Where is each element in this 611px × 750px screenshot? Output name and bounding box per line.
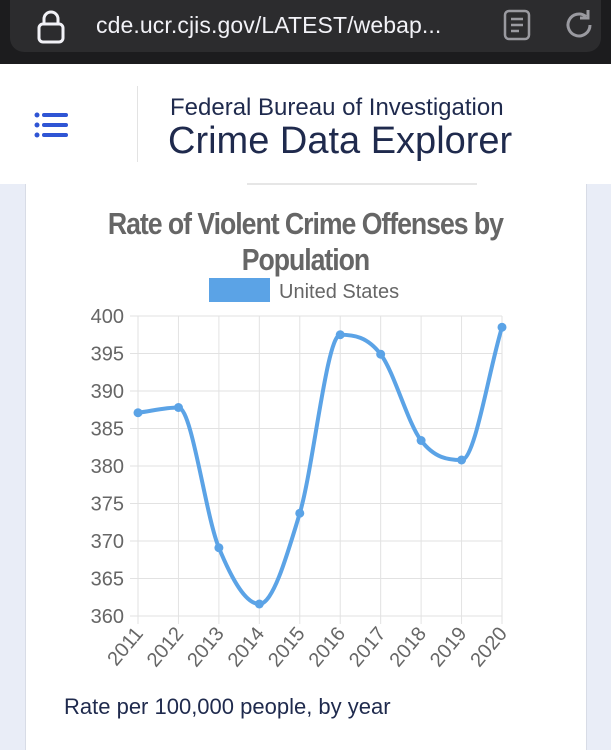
data-point [295,508,305,518]
y-tick-label: 385 [91,419,124,441]
reload-icon[interactable] [562,8,596,42]
site-title[interactable]: Crime Data Explorer [168,120,513,162]
x-tick-label: 2011 [103,623,148,670]
data-point [457,455,467,465]
url-text[interactable]: cde.ucr.cjis.gov/LATEST/webap... [96,12,442,38]
legend-swatch [209,278,270,302]
card-tab-divider [247,183,477,185]
y-tick-label: 400 [91,306,124,328]
x-tick-label: 2018 [385,623,430,671]
data-point [376,349,386,359]
x-tick-label: 2020 [466,623,511,671]
y-tick-label: 360 [91,606,124,628]
chart-caption: Rate per 100,000 people, by year [64,694,391,719]
data-point [214,543,224,553]
y-tick-label: 370 [91,531,124,553]
chart-title: Rate of Violent Crime Offenses by Popula… [107,206,504,277]
y-tick-label: 365 [91,569,124,591]
address-bar[interactable]: cde.ucr.cjis.gov/LATEST/webap... [10,0,601,52]
menu-icon[interactable] [34,112,70,138]
data-point [335,330,345,340]
site-header: Federal Bureau of Investigation Crime Da… [0,64,611,184]
chart-card [25,184,587,750]
y-tick-label: 375 [91,494,124,516]
x-tick-label: 2017 [345,623,390,671]
agency-name: Federal Bureau of Investigation [170,94,504,121]
x-tick-label: 2014 [224,623,269,671]
x-tick-label: 2016 [305,623,350,671]
x-tick-label: 2013 [183,623,228,671]
data-point [133,408,143,418]
x-tick-label: 2019 [426,623,471,671]
line-chart: 3603653703753803853903954002011201220132… [91,278,512,671]
lock-icon [37,10,65,44]
x-tick-label: 2012 [143,623,188,671]
header-divider [137,86,138,162]
data-point [254,599,264,609]
legend-label: United States [279,281,399,303]
browser-toolbar: cde.ucr.cjis.gov/LATEST/webap... [0,0,611,64]
y-tick-label: 380 [91,456,124,478]
data-point [497,322,507,332]
y-tick-label: 390 [91,381,124,403]
series-line [137,326,504,606]
x-tick-label: 2015 [264,623,309,671]
reader-mode-icon[interactable] [502,9,532,41]
y-tick-label: 395 [91,344,124,366]
data-point [416,436,426,445]
data-point [173,403,183,412]
